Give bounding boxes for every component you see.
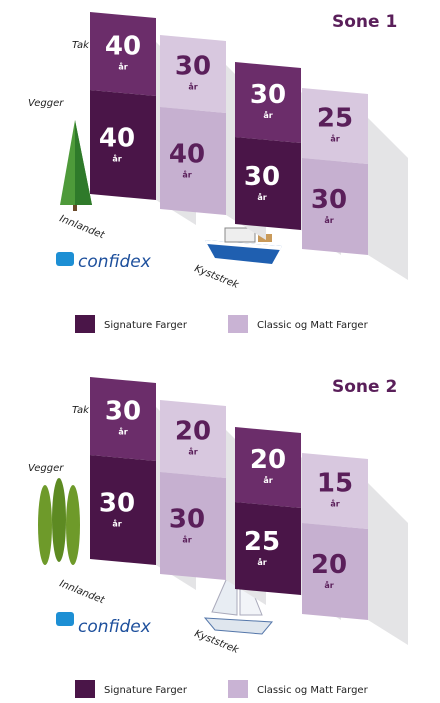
- wall-years: 30: [311, 185, 347, 215]
- inland-label: Innlandet: [58, 578, 107, 606]
- cypress-trees: [38, 478, 80, 565]
- coast-label: Kyststrek: [193, 263, 241, 291]
- inland-label: Innlandet: [58, 213, 107, 241]
- wall-years: 30: [99, 489, 135, 519]
- unit: år: [330, 134, 339, 144]
- legend-label: Classic og Matt Farger: [257, 685, 369, 696]
- wall-panel: [235, 137, 301, 230]
- wall-years: 25: [244, 527, 280, 557]
- logo-icon: [56, 252, 74, 266]
- roof-panel: [235, 62, 301, 143]
- tree: [60, 120, 92, 211]
- roof-panel: [160, 35, 226, 113]
- wall-panel: [302, 523, 368, 620]
- roof-years: 20: [175, 417, 211, 447]
- unit: år: [188, 82, 197, 92]
- unit: år: [112, 154, 121, 164]
- unit: år: [330, 499, 339, 509]
- legend-swatch: [75, 680, 95, 698]
- wall-panel: [160, 107, 226, 215]
- legend-label: Classic og Matt Farger: [257, 320, 369, 331]
- roof-years: 40: [105, 32, 141, 62]
- legend-swatch: [228, 680, 248, 698]
- unit: år: [257, 557, 266, 567]
- wall-panel: [302, 158, 368, 255]
- wall-years: 30: [169, 505, 205, 535]
- wall-label: Vegger: [28, 463, 64, 474]
- zone-title: Sone 1: [332, 12, 397, 32]
- unit: år: [182, 535, 191, 545]
- roof-years: 30: [105, 397, 141, 427]
- roof-panel: [90, 12, 156, 96]
- wall-panel: [160, 472, 226, 580]
- unit: år: [182, 170, 191, 180]
- coast-label: Kyststrek: [193, 628, 241, 656]
- wall-years: 30: [244, 162, 280, 192]
- legend-swatch: [228, 315, 248, 333]
- legend-label: Signature Farger: [104, 320, 188, 331]
- zone-title: Sone 2: [332, 377, 397, 397]
- roof-panel: [160, 400, 226, 478]
- unit: år: [324, 580, 333, 590]
- unit: år: [112, 519, 121, 529]
- roof-panel: [302, 453, 368, 529]
- wall-years: 40: [169, 140, 205, 170]
- shadow: [368, 483, 408, 645]
- unit: år: [118, 62, 127, 72]
- wall-years: 40: [99, 124, 135, 154]
- roof-panel: [235, 427, 301, 508]
- unit: år: [263, 475, 272, 485]
- legend-swatch: [75, 315, 95, 333]
- unit: år: [263, 110, 272, 120]
- unit: år: [324, 215, 333, 225]
- motorboat: [205, 227, 282, 264]
- unit: år: [257, 192, 266, 202]
- roof-panel: [90, 377, 156, 461]
- roof-years: 30: [175, 52, 211, 82]
- roof-years: 30: [250, 80, 286, 110]
- logo-icon: [56, 612, 74, 626]
- wall-panel: [90, 90, 156, 200]
- legend-label: Signature Farger: [104, 685, 188, 696]
- wall-panel: [90, 455, 156, 565]
- unit: år: [188, 447, 197, 457]
- unit: år: [118, 427, 127, 437]
- shadow: [368, 118, 408, 280]
- brand: confidex: [78, 617, 152, 637]
- wall-panel: [235, 502, 301, 595]
- wall-label: Vegger: [28, 98, 64, 109]
- wall-years: 20: [311, 550, 347, 580]
- brand: confidex: [78, 252, 152, 272]
- roof-years: 15: [317, 469, 353, 499]
- roof-label: Tak: [72, 40, 90, 51]
- roof-panel: [302, 88, 368, 164]
- roof-years: 25: [317, 104, 353, 134]
- roof-years: 20: [250, 445, 286, 475]
- roof-label: Tak: [72, 405, 90, 416]
